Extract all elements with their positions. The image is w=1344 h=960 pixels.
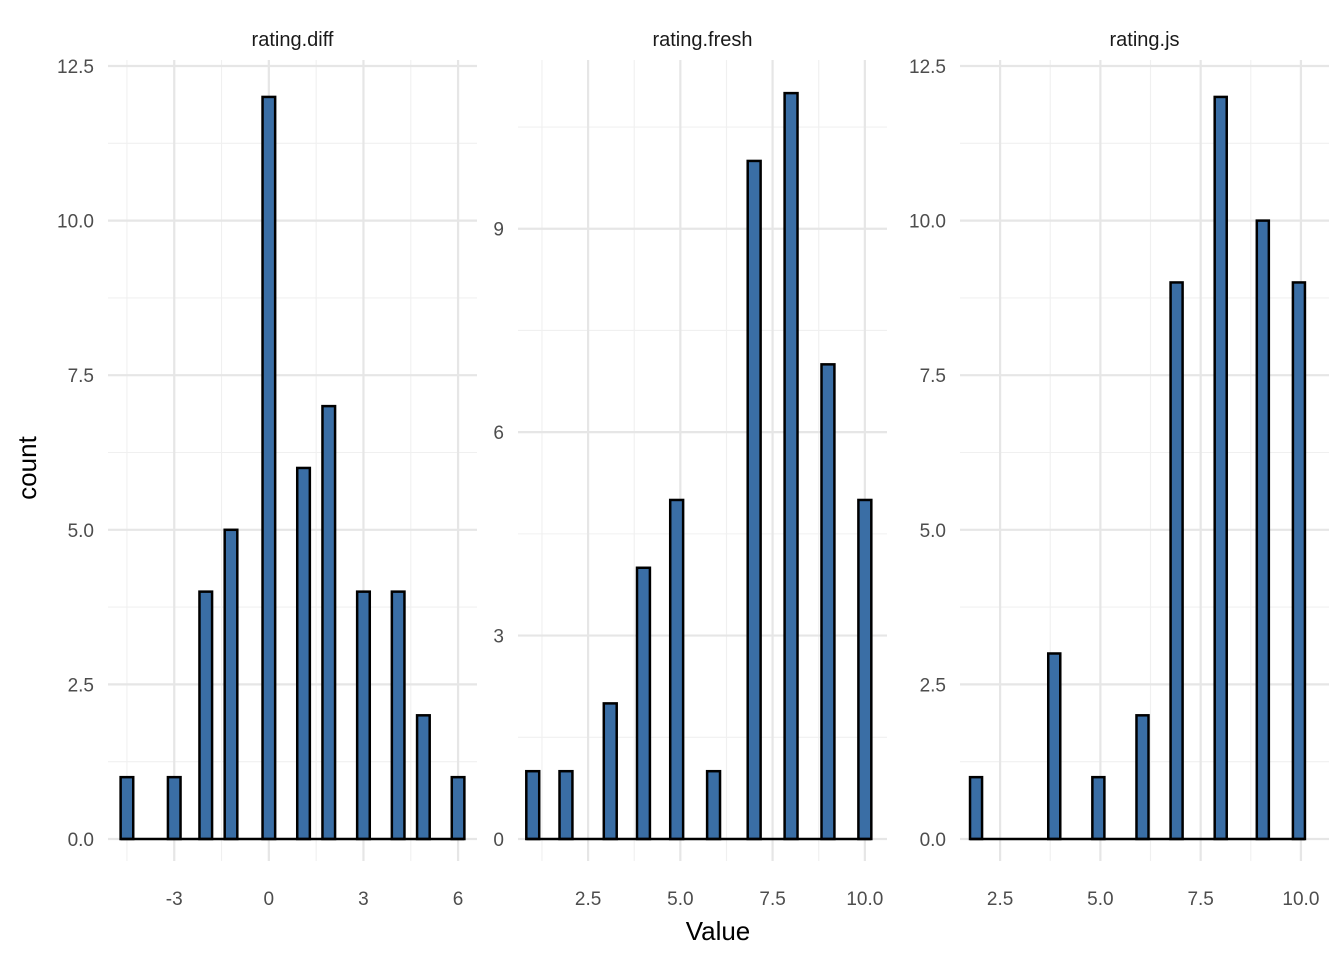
y-tick-label: 10.0: [57, 212, 94, 233]
y-tick-label: 12.5: [909, 57, 946, 78]
y-tick-label: 10.0: [909, 212, 946, 233]
y-tick-label: 5.0: [68, 521, 94, 542]
y-tick-label: 9: [493, 220, 504, 241]
histogram-bar: [119, 775, 135, 841]
panel-rating-diff: rating.diff 0.0 2.5 5.0 7.5 10.0 12.5 -3 0 3 6: [57, 29, 477, 910]
histogram-bar: [261, 95, 277, 841]
x-tick-label: 5.0: [1087, 889, 1113, 910]
histogram-bar: [355, 590, 372, 841]
y-tick-label: 0: [493, 830, 504, 851]
x-axis-title: Value: [686, 916, 751, 946]
y-tick-label: 3: [493, 627, 504, 648]
histogram-bar: [668, 498, 685, 841]
x-tick-label: 6: [453, 889, 464, 910]
histogram-bar: [1169, 281, 1184, 841]
y-tick-label: 7.5: [68, 366, 94, 387]
y-tick-label: 2.5: [68, 675, 94, 696]
histogram-bar: [783, 91, 799, 841]
histogram-bar: [415, 714, 431, 841]
histogram-bar: [705, 769, 722, 841]
y-axis-title: count: [12, 435, 42, 499]
histogram-bar: [390, 590, 406, 841]
histogram-bar: [1213, 95, 1228, 841]
histogram-bar: [1091, 775, 1106, 841]
x-tick-label: 3: [358, 889, 369, 910]
histogram-bar: [321, 404, 337, 841]
histogram-bar: [857, 498, 873, 841]
x-tick-label: 2.5: [575, 889, 601, 910]
x-tick-label: 5.0: [667, 889, 693, 910]
y-tick-label: 2.5: [920, 675, 946, 696]
histogram-bar: [602, 702, 618, 841]
histogram-bar: [1046, 652, 1062, 841]
y-tick-label: 12.5: [57, 57, 94, 78]
x-tick-label: 10.0: [846, 889, 883, 910]
histogram-bar: [223, 528, 239, 841]
y-tick-label: 5.0: [920, 521, 946, 542]
x-tick-label: 7.5: [1187, 889, 1213, 910]
x-tick-label: 7.5: [759, 889, 785, 910]
panel-rating-fresh: rating.fresh 0 3 6 9 2.5 5.0 7.5 10.0: [493, 29, 887, 910]
histogram-bar: [1255, 219, 1271, 841]
panel-strip-title: rating.js: [1109, 29, 1179, 51]
histogram-bar: [968, 775, 984, 841]
x-tick-label: 2.5: [987, 889, 1013, 910]
y-tick-label: 6: [493, 423, 504, 444]
x-tick-label: 0: [264, 889, 275, 910]
histogram-bar: [820, 363, 836, 841]
histogram-bar: [166, 775, 182, 841]
histogram-bar: [1135, 714, 1150, 841]
y-tick-label: 0.0: [920, 830, 946, 851]
x-tick-label: -3: [166, 889, 183, 910]
y-tick-label: 7.5: [920, 366, 946, 387]
histogram-bar: [450, 775, 466, 841]
histogram-bar: [198, 590, 214, 841]
panel-rating-js: rating.js 0.0 2.5 5.0 7.5 10.0 12.5 2.5 5.0 7.5 10…: [909, 29, 1329, 910]
panel-strip-title: rating.diff: [252, 29, 334, 51]
histogram-bar: [746, 159, 762, 841]
histogram-bar: [525, 769, 541, 841]
panel-strip-title: rating.fresh: [652, 29, 752, 51]
x-tick-label: 10.0: [1282, 889, 1319, 910]
y-tick-label: 0.0: [68, 830, 94, 851]
histogram-bar: [1291, 281, 1307, 841]
histogram-bar: [558, 769, 574, 841]
histogram-bar: [635, 566, 652, 841]
histogram-bar: [295, 466, 312, 841]
